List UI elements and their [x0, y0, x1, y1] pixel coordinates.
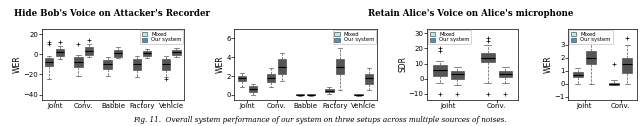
- Y-axis label: WER: WER: [13, 55, 22, 73]
- Text: Retain Alice's Voice on Alice's microphone: Retain Alice's Voice on Alice's micropho…: [368, 9, 573, 18]
- Y-axis label: WER: WER: [216, 55, 225, 73]
- PathPatch shape: [355, 94, 363, 95]
- PathPatch shape: [85, 47, 93, 55]
- PathPatch shape: [307, 94, 315, 95]
- Text: Hide Bob's Voice on Attacker's Recorder: Hide Bob's Voice on Attacker's Recorder: [14, 9, 210, 18]
- PathPatch shape: [481, 53, 495, 62]
- PathPatch shape: [172, 50, 180, 55]
- PathPatch shape: [365, 74, 373, 84]
- Y-axis label: WER: WER: [544, 55, 553, 73]
- PathPatch shape: [238, 76, 246, 81]
- PathPatch shape: [433, 65, 447, 75]
- PathPatch shape: [336, 59, 344, 74]
- Legend: Mixed, Our system: Mixed, Our system: [570, 30, 612, 44]
- Legend: Mixed, Our system: Mixed, Our system: [140, 30, 183, 44]
- PathPatch shape: [586, 51, 596, 64]
- PathPatch shape: [267, 74, 275, 82]
- PathPatch shape: [296, 94, 305, 95]
- Y-axis label: SDR: SDR: [398, 56, 407, 72]
- PathPatch shape: [573, 72, 583, 77]
- PathPatch shape: [45, 58, 54, 66]
- Text: Fig. 11.  Overall system performance of our system on three setups across multip: Fig. 11. Overall system performance of o…: [133, 116, 507, 124]
- PathPatch shape: [278, 59, 286, 74]
- PathPatch shape: [499, 71, 512, 77]
- PathPatch shape: [451, 71, 464, 78]
- Legend: Mixed, Our system: Mixed, Our system: [333, 30, 376, 44]
- PathPatch shape: [248, 86, 257, 92]
- PathPatch shape: [56, 49, 64, 56]
- PathPatch shape: [622, 58, 632, 73]
- PathPatch shape: [325, 89, 333, 92]
- PathPatch shape: [162, 59, 170, 70]
- PathPatch shape: [114, 50, 122, 57]
- PathPatch shape: [74, 57, 83, 67]
- PathPatch shape: [104, 60, 112, 69]
- PathPatch shape: [143, 51, 152, 56]
- Legend: Mixed, Our system: Mixed, Our system: [428, 30, 471, 44]
- PathPatch shape: [132, 59, 141, 70]
- PathPatch shape: [609, 83, 619, 85]
